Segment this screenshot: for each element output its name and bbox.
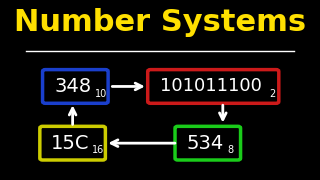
FancyBboxPatch shape: [175, 126, 241, 160]
Text: 8: 8: [227, 145, 233, 155]
Text: 10: 10: [94, 89, 107, 98]
FancyBboxPatch shape: [40, 126, 105, 160]
Text: 15C: 15C: [51, 134, 89, 153]
FancyBboxPatch shape: [43, 70, 108, 103]
Text: Number Systems: Number Systems: [14, 8, 306, 37]
Text: 101011100: 101011100: [160, 77, 261, 95]
FancyBboxPatch shape: [148, 70, 279, 103]
Text: 2: 2: [269, 89, 275, 98]
Text: 534: 534: [187, 134, 224, 153]
Text: 348: 348: [54, 77, 91, 96]
Text: 16: 16: [92, 145, 104, 155]
